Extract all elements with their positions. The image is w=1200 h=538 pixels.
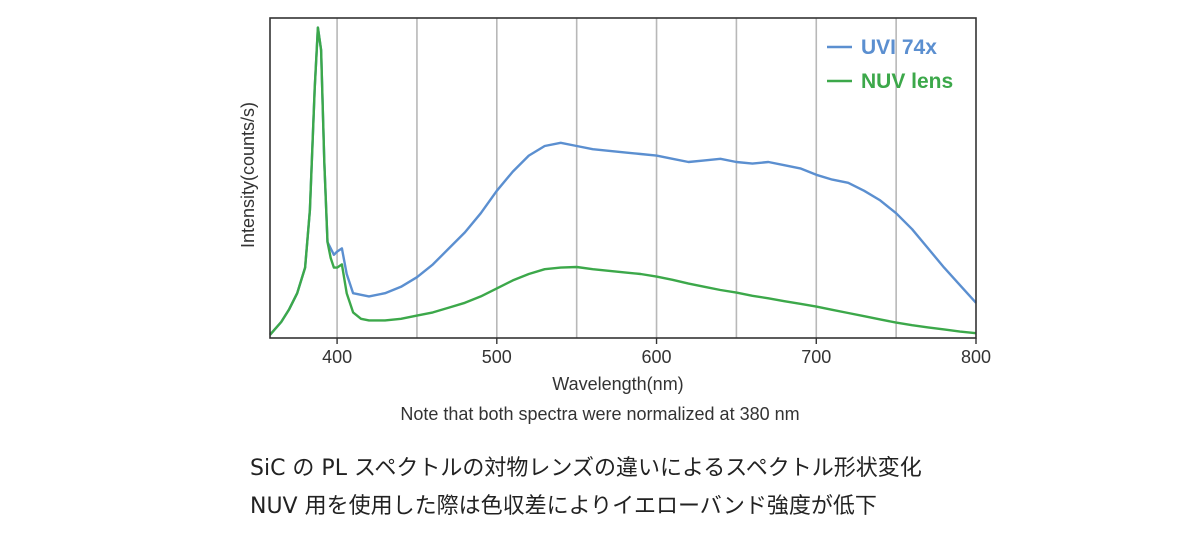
caption-line-2: NUV 用を使用した際は色収差によりイエローバンド強度が低下: [250, 494, 877, 519]
x-tick-label-700: 700: [801, 347, 831, 367]
vertical-grid: [336, 18, 897, 338]
legend: UVI 74x NUV lens: [827, 36, 953, 93]
x-tick-labels: 400 500 600 700 800: [322, 338, 991, 367]
x-axis-label: Wavelength(nm): [552, 374, 683, 394]
x-tick-label-500: 500: [482, 347, 512, 367]
y-axis-label: Intensity(counts/s): [238, 102, 258, 248]
plot-frame: [269, 17, 977, 339]
series-line-2: [269, 26, 977, 336]
x-tick-label-800: 800: [961, 347, 991, 367]
series-lines: [269, 26, 977, 336]
x-tick-label-400: 400: [322, 347, 352, 367]
legend-label-2: NUV lens: [861, 70, 953, 93]
normalization-note: Note that both spectra were normalized a…: [400, 404, 800, 424]
spectrum-chart: 400 500 600 700 800 Wavelength(nm) Intensity…: [238, 17, 991, 394]
x-tick-label-600: 600: [642, 347, 672, 367]
caption-line-1: SiC の PL スペクトルの対物レンズの違いによるスペクトル形状変化: [250, 456, 922, 481]
legend-label-1: UVI 74x: [861, 36, 937, 59]
